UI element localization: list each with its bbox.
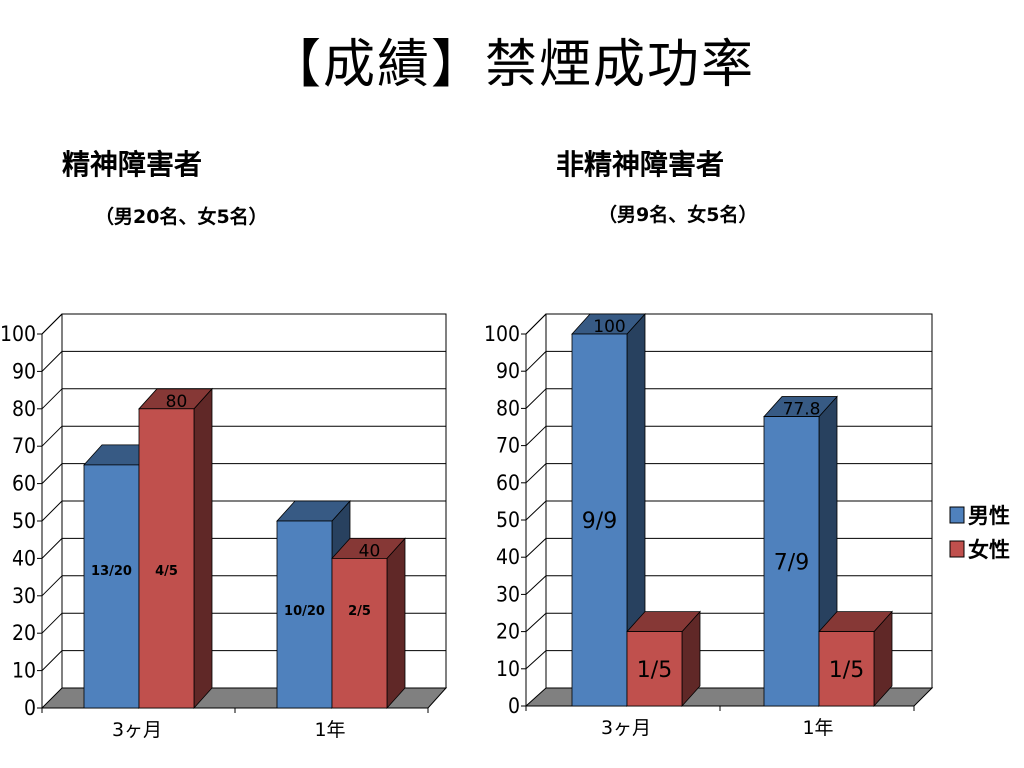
gridline-side	[525, 538, 547, 558]
gridline-side	[41, 538, 63, 559]
bar-女性-3ヶ月	[626, 631, 683, 707]
gridline-side	[41, 463, 63, 484]
y-tick-label: 50	[496, 508, 520, 532]
bar-value-label: 1/5	[637, 658, 672, 683]
gridline-side	[525, 612, 547, 632]
gridline-side	[525, 388, 547, 409]
y-tick-label: 60	[496, 471, 520, 495]
bar-top-label: 77.8	[783, 400, 821, 420]
y-tick-label: 20	[496, 620, 520, 644]
y-tick-label: 10	[496, 657, 520, 681]
legend-swatch	[949, 506, 965, 524]
y-tick-label: 30	[496, 582, 520, 606]
y-tick-label: 40	[12, 546, 36, 570]
gridline-side	[525, 463, 547, 484]
gridline-side	[41, 351, 63, 372]
gridline-side	[525, 425, 547, 446]
bar-value-label: 9/9	[582, 509, 617, 534]
bar-男性-1年	[763, 416, 820, 707]
right-chart-note: （男9名、女5名）	[598, 204, 758, 226]
legend-label: 男性	[968, 504, 1010, 528]
left-chart-subtitle: 精神障害者	[62, 148, 203, 181]
gridline-side	[41, 388, 63, 410]
bar-value-label: 2/5	[348, 604, 371, 619]
bar-value-label: 4/5	[155, 564, 178, 579]
bar-value-label: 13/20	[91, 564, 132, 579]
gridline-side	[525, 313, 547, 335]
y-tick-label: 70	[496, 434, 520, 458]
y-tick-label: 100	[0, 322, 36, 346]
gridline-side	[41, 313, 63, 335]
y-tick-label: 90	[496, 359, 520, 383]
y-tick-label: 90	[12, 359, 36, 383]
y-tick-label: 50	[12, 509, 36, 533]
y-tick-label: 0	[24, 696, 36, 720]
gridline-side	[41, 612, 63, 634]
legend-label: 女性	[968, 538, 1010, 562]
bar-女性-3ヶ月	[138, 408, 195, 709]
gridline-side	[525, 575, 547, 595]
chart-right: 0 10 20 30 40 50 60 70 80 90 100 3ヶ月 1年 9/9 100 1/5 7/9 7…	[484, 312, 1010, 739]
y-tick-label: 20	[12, 621, 36, 645]
right-chart-subtitle: 非精神障害者	[556, 148, 725, 181]
gridline-side	[525, 351, 547, 372]
bar-男性-3ヶ月	[571, 333, 628, 707]
gridline-side	[41, 650, 63, 671]
legend-swatch	[949, 540, 965, 558]
bar-女性-1年	[818, 631, 875, 707]
y-tick-label: 10	[12, 659, 36, 683]
bar-side	[386, 537, 406, 710]
x-category-label: 3ヶ月	[112, 719, 162, 741]
bar-value-label: 7/9	[774, 550, 809, 575]
gridline-side	[525, 650, 547, 670]
y-tick-label: 60	[12, 472, 36, 496]
bar-top-label: 80	[166, 392, 188, 412]
y-tick-label: 0	[508, 694, 520, 718]
gridline-side	[41, 425, 63, 447]
bar-side	[193, 387, 213, 710]
y-tick-label: 30	[12, 584, 36, 608]
gridline-side	[41, 575, 63, 597]
bar-value-label: 10/20	[284, 604, 325, 619]
y-tick-label: 70	[12, 434, 36, 458]
x-category-label: 1年	[802, 717, 833, 739]
page-title: 【成績】禁煙成功率	[268, 35, 755, 95]
gridline-side	[41, 500, 63, 522]
gridline-side	[525, 500, 547, 521]
x-category-label: 1年	[314, 719, 345, 741]
bar-男性-1年	[276, 520, 333, 709]
bar-top-label: 40	[359, 541, 381, 561]
y-tick-label: 80	[496, 396, 520, 420]
bar-女性-1年	[331, 558, 388, 709]
y-tick-label: 100	[484, 322, 520, 346]
y-tick-label: 40	[496, 545, 520, 569]
bar-top-label: 100	[593, 317, 625, 337]
left-chart-note: （男20名、女5名）	[95, 206, 268, 228]
chart-left: 0 10 20 30 40 50 60 70 80 90 100 3ヶ月 1年 13/20 4/5 80 10/…	[0, 313, 448, 741]
bar-男性-3ヶ月	[83, 464, 140, 709]
bar-value-label: 1/5	[829, 658, 864, 683]
y-tick-label: 80	[12, 397, 36, 421]
x-category-label: 3ヶ月	[601, 717, 651, 739]
